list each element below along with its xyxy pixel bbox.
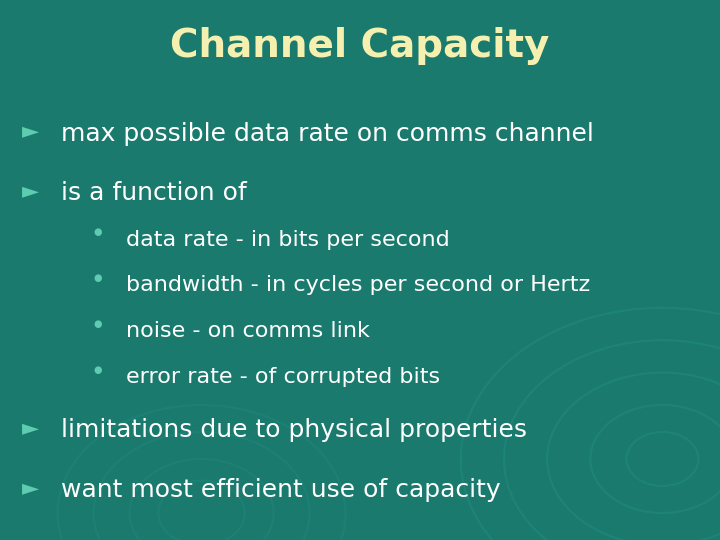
Text: ►: ► xyxy=(22,122,39,141)
Text: Channel Capacity: Channel Capacity xyxy=(171,27,549,65)
Text: max possible data rate on comms channel: max possible data rate on comms channel xyxy=(61,122,594,145)
Text: ►: ► xyxy=(22,478,39,498)
Text: error rate - of corrupted bits: error rate - of corrupted bits xyxy=(126,367,440,387)
Text: ►: ► xyxy=(22,418,39,438)
Text: ●: ● xyxy=(94,364,102,375)
Text: noise - on comms link: noise - on comms link xyxy=(126,321,370,341)
Text: ●: ● xyxy=(94,319,102,329)
Text: ►: ► xyxy=(22,181,39,201)
Text: want most efficient use of capacity: want most efficient use of capacity xyxy=(61,478,501,502)
Text: bandwidth - in cycles per second or Hertz: bandwidth - in cycles per second or Hert… xyxy=(126,275,590,295)
Text: limitations due to physical properties: limitations due to physical properties xyxy=(61,418,527,442)
Text: ●: ● xyxy=(94,273,102,283)
Text: data rate - in bits per second: data rate - in bits per second xyxy=(126,230,450,249)
Text: is a function of: is a function of xyxy=(61,181,247,205)
Text: ●: ● xyxy=(94,227,102,237)
